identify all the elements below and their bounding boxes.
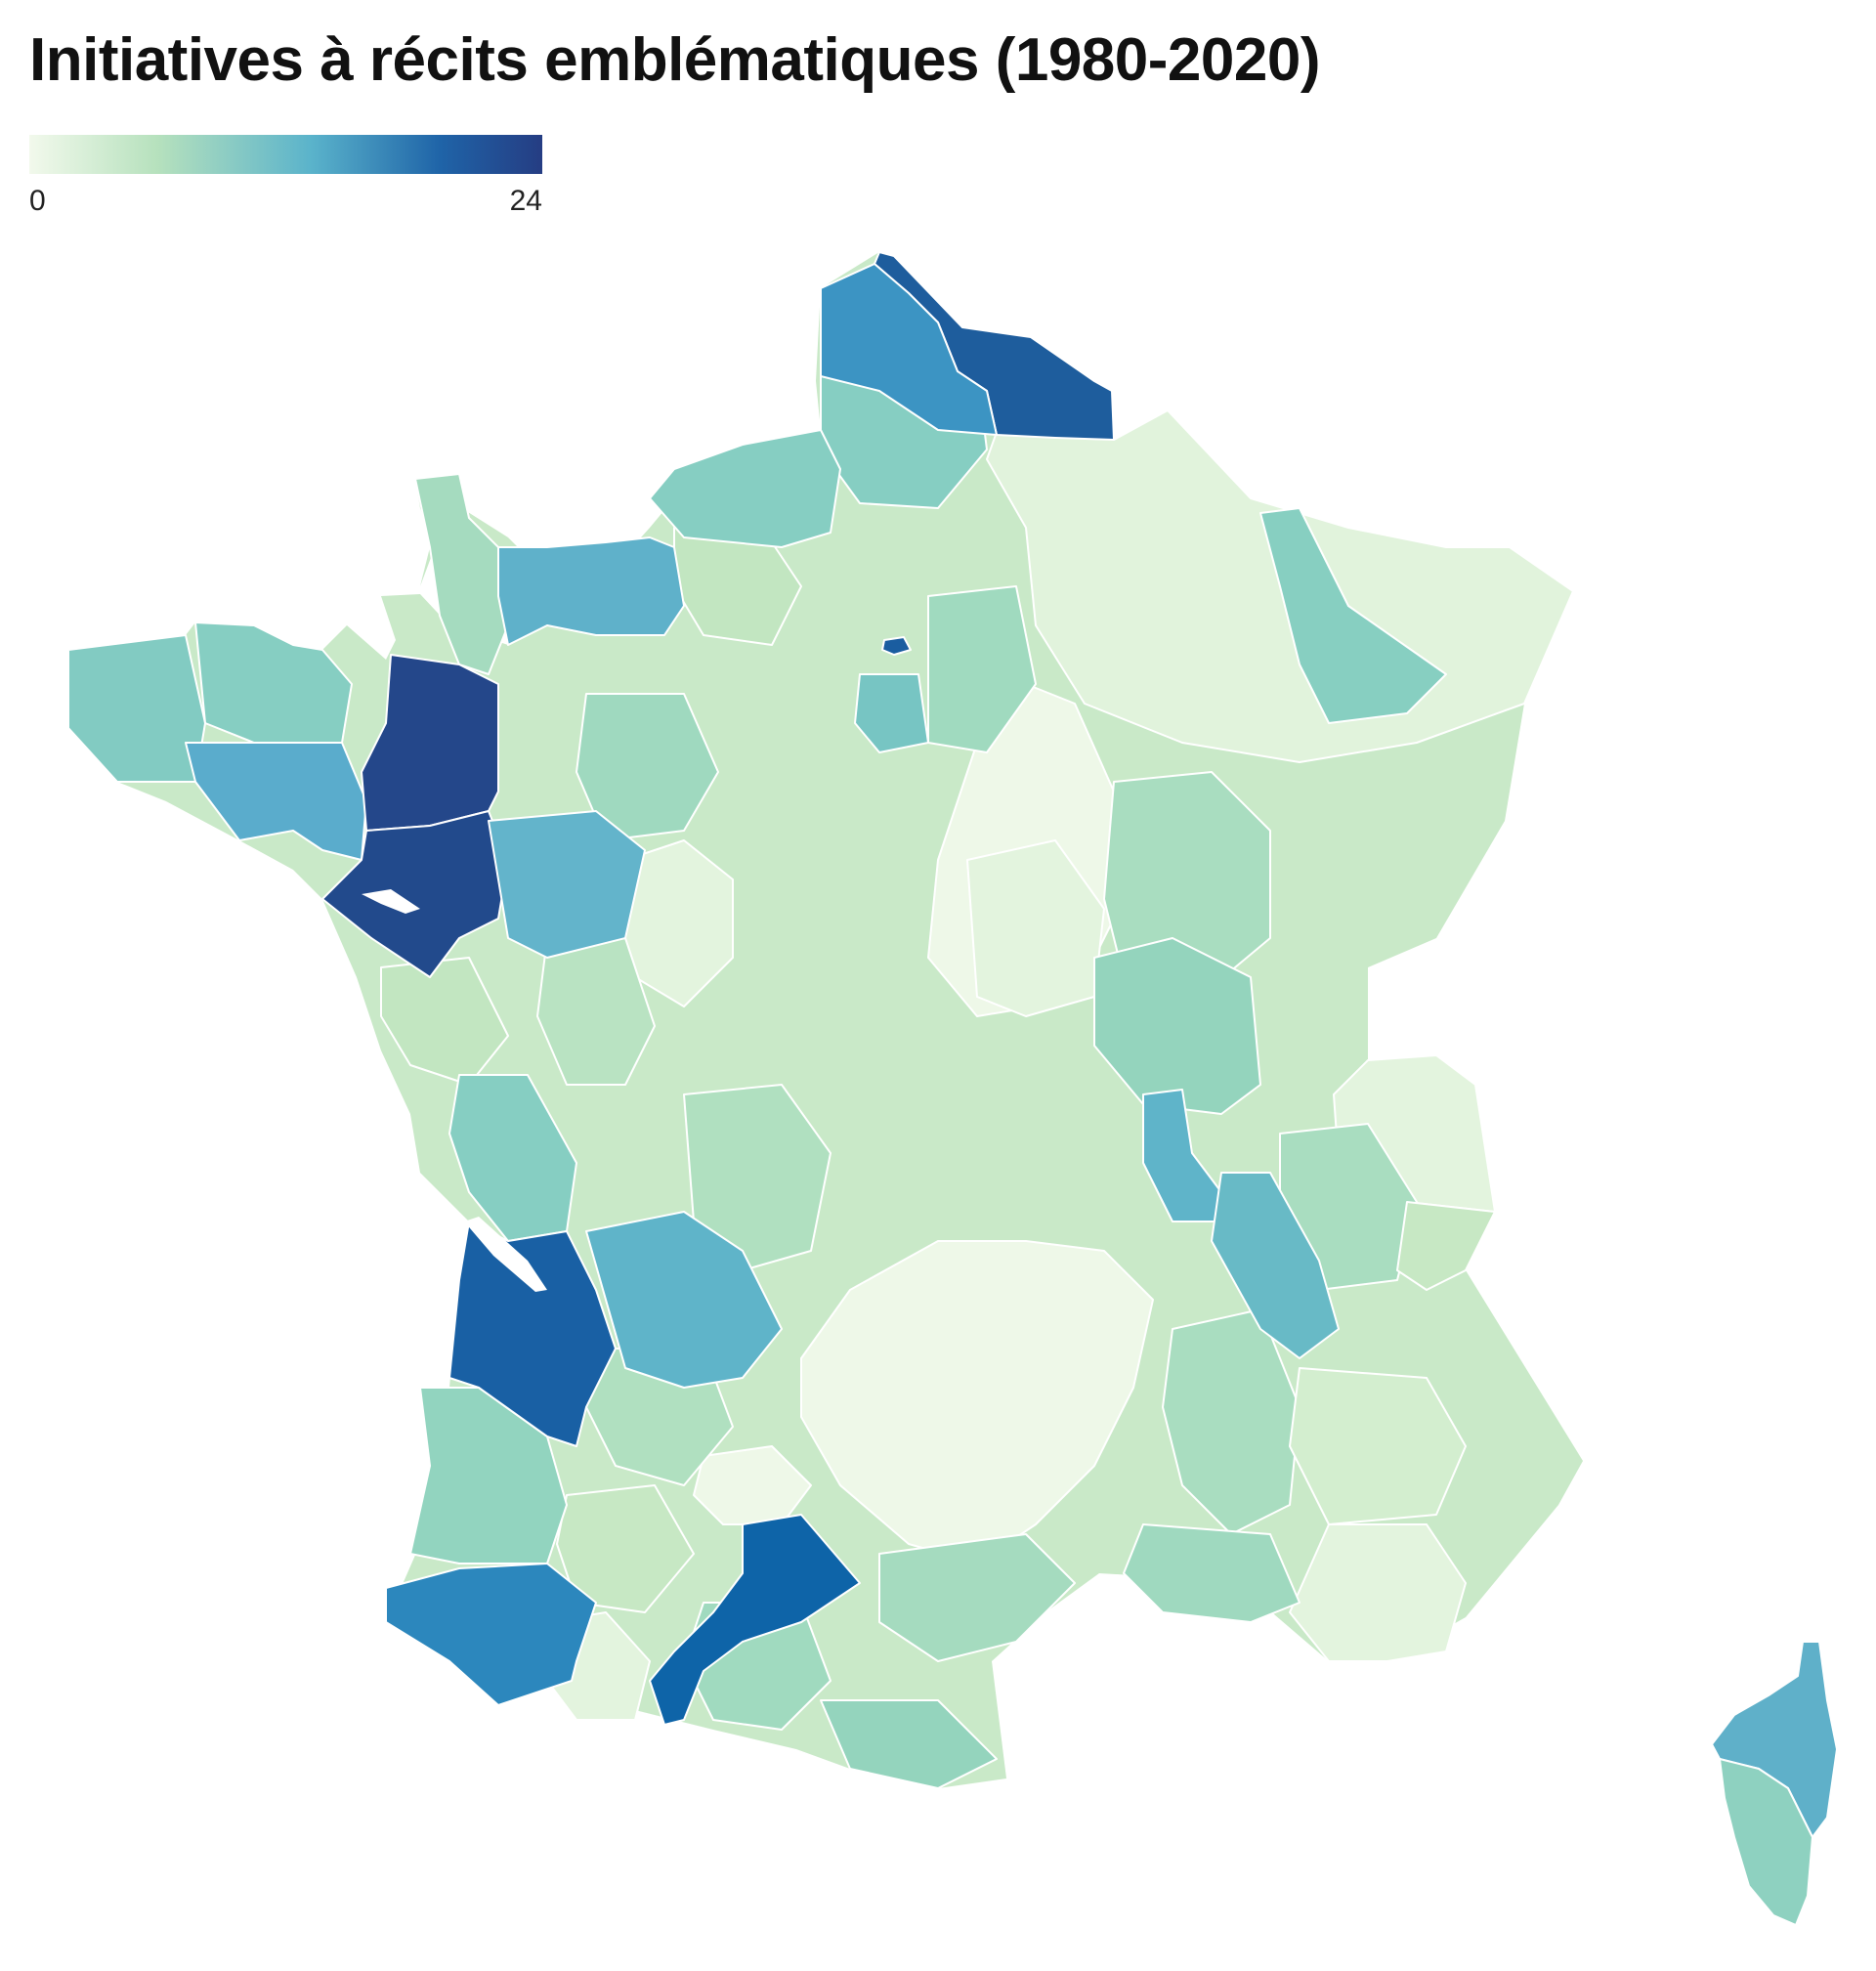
- map-title: Initiatives à récits emblématiques (1980…: [29, 26, 1321, 94]
- region-massif-central-light: [800, 1240, 1154, 1564]
- region-loire-atlantique: [321, 810, 509, 978]
- region-corse-du-sud: [1719, 1758, 1813, 1926]
- region-var-light: [1289, 1523, 1467, 1662]
- region-maine-et-loire: [488, 810, 646, 959]
- region-herault-gard: [878, 1533, 1076, 1662]
- legend-min-label: 0: [29, 185, 46, 217]
- loire-estuary: [362, 889, 420, 914]
- region-alpes-haute-provence: [1289, 1367, 1467, 1525]
- region-gironde: [448, 1221, 617, 1447]
- region-gers: [556, 1484, 695, 1613]
- color-legend: 0 24: [29, 135, 542, 218]
- region-paris: [881, 636, 912, 656]
- legend-gradient-bar: [29, 135, 542, 174]
- region-bouches-du-rhone: [1123, 1523, 1300, 1623]
- gironde-estuary: [464, 1217, 547, 1292]
- region-meuse-meurthe: [1259, 507, 1447, 724]
- region-morbihan: [185, 742, 367, 861]
- region-finistere: [67, 634, 206, 783]
- region-sarthe: [576, 693, 719, 841]
- region-haute-garonne: [649, 1514, 861, 1726]
- region-manche: [414, 473, 509, 675]
- region-dordogne: [585, 1211, 783, 1389]
- region-pyrenees-orientales: [820, 1699, 998, 1789]
- region-saone-et-loire: [1093, 937, 1261, 1115]
- region-cote-d-or: [1103, 771, 1271, 988]
- region-pas-de-calais: [820, 263, 998, 436]
- region-marne: [927, 585, 1037, 753]
- region-isere: [1211, 1172, 1340, 1359]
- legend-max-label: 24: [509, 185, 542, 217]
- region-seine-maritime: [649, 429, 841, 548]
- region-essonne: [854, 673, 929, 753]
- region-calvados: [497, 536, 685, 646]
- region-pyrenees-atlantiques: [385, 1563, 597, 1706]
- region-haute-savoie: [1396, 1201, 1496, 1291]
- region-cotes-d-armor: [194, 621, 353, 744]
